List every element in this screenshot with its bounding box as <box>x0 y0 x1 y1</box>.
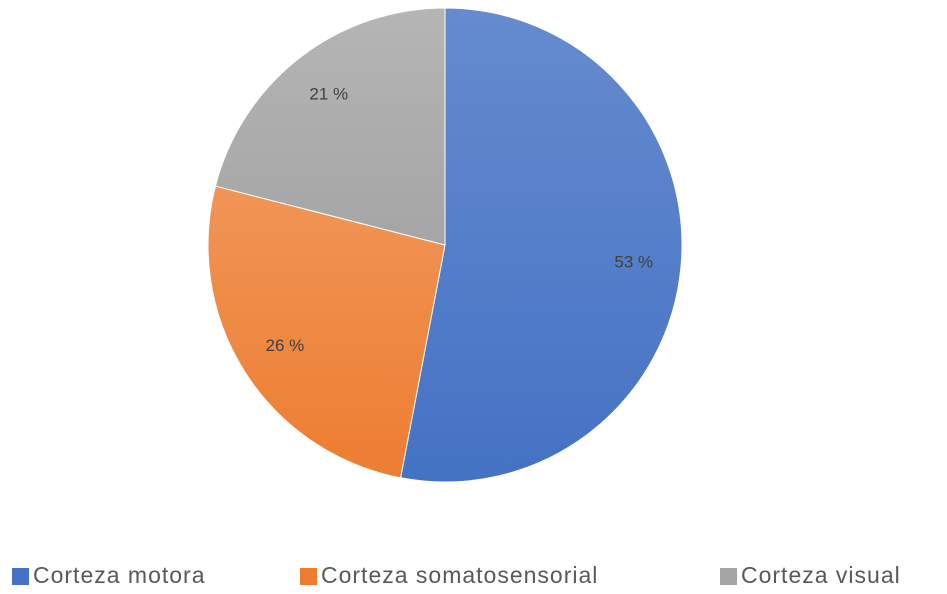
pie-slice <box>400 7 683 483</box>
legend-swatch <box>720 568 737 585</box>
legend-swatch <box>300 568 317 585</box>
data-label: 53 % <box>614 252 653 271</box>
pie-slice <box>207 185 446 479</box>
legend-label: Corteza somatosensorial <box>321 562 598 588</box>
data-label: 21 % <box>309 85 348 104</box>
pie-slice <box>214 7 446 246</box>
data-label: 26 % <box>266 336 305 355</box>
legend-swatch <box>12 568 29 585</box>
legend-label: Corteza visual <box>741 562 901 588</box>
legend-label: Corteza motora <box>33 562 206 588</box>
